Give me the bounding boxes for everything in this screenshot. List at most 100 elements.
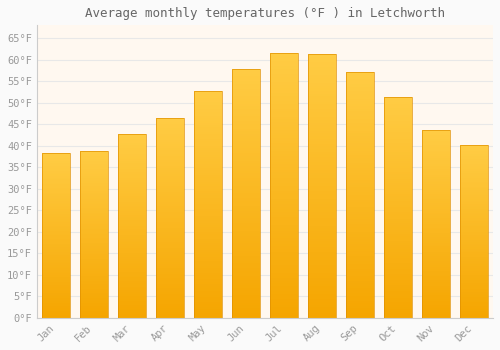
Bar — [460, 166, 488, 168]
Bar — [42, 278, 70, 280]
Bar — [42, 191, 70, 193]
Bar — [80, 276, 108, 278]
Bar — [194, 232, 222, 234]
Bar — [118, 218, 146, 220]
Bar — [80, 213, 108, 214]
Bar — [232, 178, 260, 181]
Bar — [460, 201, 488, 202]
Bar — [80, 313, 108, 315]
Bar — [118, 167, 146, 169]
Bar — [80, 178, 108, 179]
Bar — [346, 207, 374, 210]
Bar — [384, 150, 412, 152]
Bar — [270, 148, 298, 151]
Bar — [460, 288, 488, 290]
Bar — [232, 268, 260, 271]
Bar — [194, 270, 222, 273]
Bar — [308, 123, 336, 125]
Bar — [270, 246, 298, 249]
Bar — [42, 244, 70, 245]
Bar — [118, 205, 146, 207]
Bar — [194, 227, 222, 230]
Bar — [118, 309, 146, 310]
Bar — [118, 217, 146, 218]
Bar — [346, 298, 374, 301]
Bar — [460, 194, 488, 195]
Bar — [422, 308, 450, 310]
Bar — [194, 191, 222, 193]
Bar — [80, 268, 108, 270]
Bar — [42, 193, 70, 194]
Bar — [346, 74, 374, 77]
Bar — [194, 286, 222, 288]
Bar — [384, 97, 412, 99]
Bar — [80, 265, 108, 266]
Bar — [270, 146, 298, 148]
Bar — [42, 153, 70, 155]
Bar — [232, 156, 260, 159]
Bar — [346, 200, 374, 202]
Bar — [384, 240, 412, 243]
Bar — [460, 176, 488, 178]
Bar — [270, 98, 298, 101]
Bar — [460, 202, 488, 204]
Bar — [118, 169, 146, 170]
Bar — [232, 183, 260, 186]
Bar — [80, 226, 108, 228]
Bar — [460, 278, 488, 280]
Bar — [270, 286, 298, 289]
Bar — [460, 168, 488, 169]
Bar — [194, 247, 222, 250]
Bar — [460, 228, 488, 230]
Bar — [42, 275, 70, 276]
Bar — [42, 220, 70, 222]
Bar — [346, 244, 374, 246]
Bar — [422, 250, 450, 252]
Bar — [460, 306, 488, 308]
Bar — [384, 108, 412, 110]
Bar — [384, 97, 412, 318]
Bar — [156, 178, 184, 180]
Bar — [42, 311, 70, 313]
Bar — [118, 233, 146, 235]
Bar — [460, 216, 488, 218]
Bar — [308, 273, 336, 276]
Bar — [384, 115, 412, 117]
Bar — [422, 147, 450, 149]
Bar — [270, 249, 298, 252]
Bar — [80, 171, 108, 173]
Bar — [80, 216, 108, 218]
Bar — [460, 280, 488, 282]
Bar — [384, 146, 412, 148]
Bar — [460, 245, 488, 247]
Bar — [270, 151, 298, 154]
Bar — [194, 223, 222, 225]
Bar — [118, 237, 146, 239]
Bar — [422, 222, 450, 224]
Bar — [346, 276, 374, 279]
Bar — [80, 266, 108, 268]
Bar — [460, 192, 488, 194]
Bar — [346, 72, 374, 318]
Bar — [156, 194, 184, 196]
Bar — [460, 169, 488, 171]
Bar — [384, 282, 412, 285]
Bar — [460, 212, 488, 214]
Bar — [460, 285, 488, 287]
Bar — [346, 279, 374, 281]
Bar — [308, 207, 336, 210]
Bar — [346, 291, 374, 293]
Bar — [270, 220, 298, 223]
Bar — [422, 188, 450, 190]
Bar — [346, 197, 374, 200]
Bar — [156, 284, 184, 286]
Bar — [80, 228, 108, 229]
Bar — [232, 79, 260, 81]
Bar — [346, 141, 374, 143]
Bar — [42, 199, 70, 201]
Bar — [422, 220, 450, 222]
Bar — [308, 128, 336, 131]
Bar — [460, 214, 488, 216]
Bar — [422, 275, 450, 276]
Bar — [80, 274, 108, 276]
